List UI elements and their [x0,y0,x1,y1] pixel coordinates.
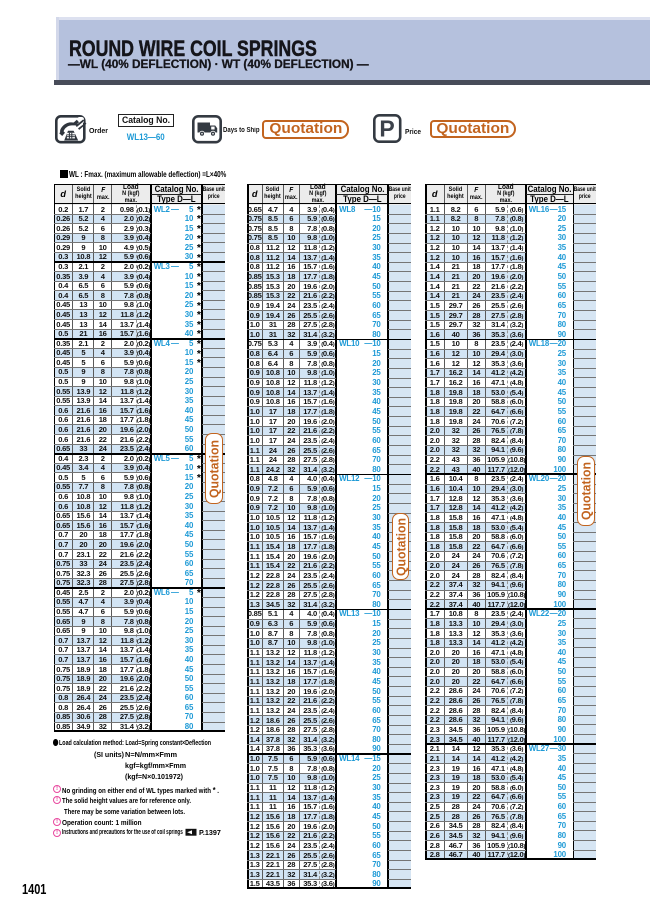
svg-text:P: P [379,116,394,142]
